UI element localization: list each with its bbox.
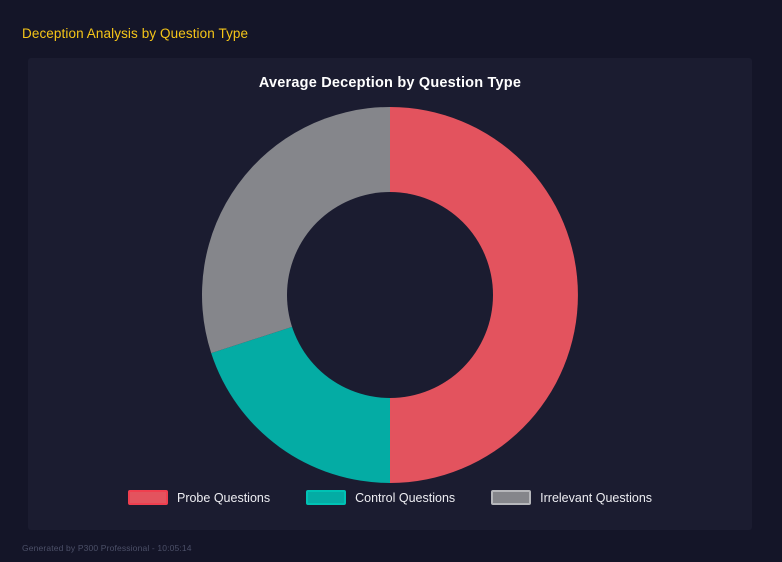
legend-label-control-questions: Control Questions [355,490,456,505]
donut-chart-svg [201,107,578,483]
legend-label-probe-questions: Probe Questions [176,490,271,505]
donut-chart [200,105,580,485]
legend-item-probe-questions[interactable]: Probe Questions [127,490,271,505]
chart-card: Average Deception by Question Type Probe… [28,58,752,530]
legend-label-irrelevant-questions: Irrelevant Questions [540,490,653,505]
donut-center-hole [287,192,493,398]
legend-swatch-probe-questions [127,490,168,505]
chart-legend: Probe Questions Control Questions Irrele… [28,490,752,505]
legend-swatch-control-questions [306,490,347,505]
footer-generated-note: Generated by P300 Professional - 10:05:1… [22,543,192,553]
legend-swatch-irrelevant-questions [491,490,532,505]
page-title: Deception Analysis by Question Type [22,26,249,41]
legend-item-irrelevant-questions[interactable]: Irrelevant Questions [491,490,652,505]
legend-item-control-questions[interactable]: Control Questions [306,490,455,505]
chart-title: Average Deception by Question Type [258,75,522,91]
